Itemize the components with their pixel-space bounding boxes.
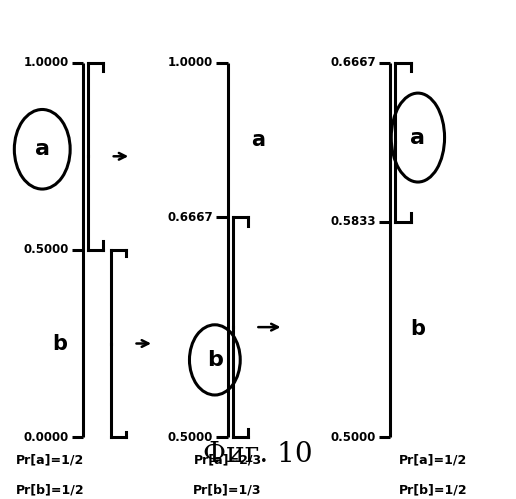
Text: Фиг. 10: Фиг. 10: [203, 441, 313, 468]
Text: 0.6667: 0.6667: [330, 56, 376, 69]
Text: b: b: [410, 319, 425, 339]
Text: Pr[b]=1/2: Pr[b]=1/2: [15, 484, 84, 497]
Text: 0.5000: 0.5000: [330, 431, 376, 444]
Text: a: a: [410, 128, 425, 148]
Text: Pr[a]=1/2: Pr[a]=1/2: [399, 454, 467, 467]
Text: Pr[a]=1/2: Pr[a]=1/2: [15, 454, 84, 467]
Text: Pr[b]=1/3: Pr[b]=1/3: [194, 484, 262, 497]
Text: b: b: [53, 333, 68, 353]
Text: Pr[b]=1/2: Pr[b]=1/2: [399, 484, 467, 497]
Text: 0.0000: 0.0000: [23, 431, 69, 444]
Text: 0.5833: 0.5833: [330, 215, 376, 229]
Text: 0.5000: 0.5000: [168, 431, 213, 444]
Text: 1.0000: 1.0000: [23, 56, 69, 69]
Text: a: a: [251, 130, 265, 150]
Text: a: a: [35, 139, 50, 159]
Text: Pr[a]=2/3: Pr[a]=2/3: [194, 454, 262, 467]
Text: b: b: [207, 350, 223, 370]
Text: 0.6667: 0.6667: [168, 211, 213, 224]
Text: 0.5000: 0.5000: [23, 244, 69, 256]
Text: 1.0000: 1.0000: [168, 56, 213, 69]
